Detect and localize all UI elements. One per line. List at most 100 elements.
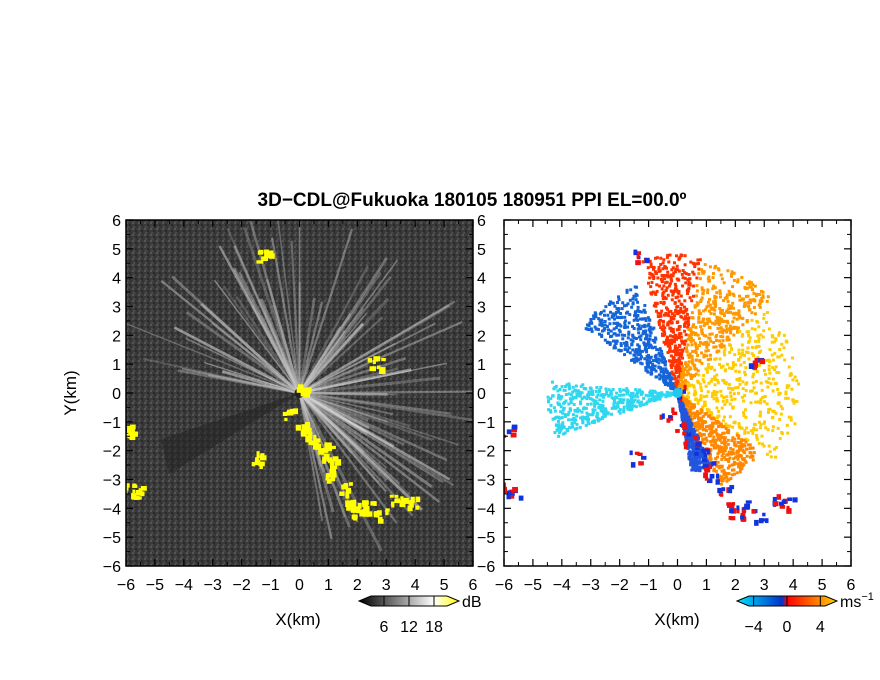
velocity-pixel bbox=[675, 335, 679, 339]
echo-pixel bbox=[256, 451, 260, 458]
velocity-pixel bbox=[766, 381, 770, 385]
velocity-echo-pixel bbox=[706, 449, 711, 455]
velocity-pixel bbox=[630, 358, 634, 362]
velocity-pixel bbox=[619, 312, 623, 316]
velocity-pixel bbox=[693, 389, 697, 393]
velocity-pixel bbox=[571, 390, 575, 394]
velocity-pixel bbox=[582, 417, 586, 421]
velocity-pixel bbox=[708, 353, 712, 357]
velocity-pixel bbox=[655, 309, 659, 313]
velocity-pixel bbox=[664, 395, 668, 399]
velocity-pixel bbox=[724, 324, 728, 328]
velocity-pixel bbox=[709, 339, 713, 343]
velocity-pixel bbox=[755, 435, 759, 439]
velocity-pixel bbox=[658, 269, 662, 273]
velocity-pixel bbox=[666, 321, 670, 325]
velocity-pixel bbox=[640, 362, 644, 366]
velocity-pixel bbox=[673, 282, 677, 286]
velocity-pixel bbox=[666, 341, 670, 345]
velocity-pixel bbox=[714, 446, 718, 450]
echo-pixel bbox=[258, 461, 265, 467]
velocity-pixel bbox=[763, 372, 767, 376]
velocity-pixel bbox=[608, 342, 612, 346]
blocked-sector bbox=[160, 393, 300, 474]
velocity-pixel bbox=[689, 411, 693, 415]
velocity-pixel bbox=[705, 345, 709, 349]
velocity-echo-pixel bbox=[511, 424, 518, 430]
velocity-pixel bbox=[692, 447, 696, 451]
velocity-pixel bbox=[696, 425, 700, 429]
velocity-pixel bbox=[717, 319, 721, 323]
velocity-pixel bbox=[662, 328, 666, 332]
velocity-pixel bbox=[610, 301, 614, 305]
velocity-pixel bbox=[686, 278, 690, 282]
velocity-pixel bbox=[589, 317, 593, 321]
velocity-pixel bbox=[692, 385, 696, 389]
velocity-pixel bbox=[635, 359, 639, 363]
velocity-pixel bbox=[567, 418, 571, 422]
x-tick-label: 2 bbox=[731, 577, 740, 594]
velocity-pixel bbox=[655, 256, 659, 260]
velocity-pixel bbox=[741, 448, 745, 452]
velocity-pixel bbox=[714, 428, 718, 432]
velocity-pixel bbox=[732, 306, 736, 310]
velocity-pixel bbox=[719, 273, 723, 277]
velocity-pixel bbox=[698, 417, 702, 421]
velocity-pixel bbox=[641, 324, 645, 328]
velocity-pixel bbox=[628, 393, 632, 397]
velocity-pixel bbox=[738, 329, 742, 333]
velocity-pixel bbox=[683, 342, 687, 346]
velocity-pixel bbox=[754, 379, 758, 383]
velocity-pixel bbox=[706, 304, 710, 308]
velocity-pixel bbox=[684, 414, 688, 418]
velocity-pixel bbox=[632, 336, 636, 340]
velocity-pixel bbox=[740, 275, 744, 279]
velocity-pixel bbox=[666, 253, 670, 257]
velocity-pixel bbox=[680, 418, 684, 422]
velocity-echo-pixel bbox=[752, 360, 759, 366]
velocity-pixel bbox=[746, 443, 750, 447]
velocity-pixel bbox=[597, 405, 601, 409]
velocity-pixel bbox=[700, 331, 704, 335]
velocity-pixel bbox=[677, 361, 681, 365]
velocity-pixel bbox=[634, 292, 638, 296]
velocity-pixel bbox=[623, 333, 627, 337]
velocity-pixel bbox=[700, 408, 704, 412]
velocity-pixel bbox=[633, 310, 637, 314]
velocity-pixel bbox=[593, 408, 597, 412]
velocity-pixel bbox=[775, 371, 779, 375]
velocity-pixel bbox=[653, 364, 657, 368]
velocity-pixel bbox=[578, 425, 582, 429]
velocity-pixel bbox=[735, 317, 739, 321]
velocity-pixel bbox=[690, 332, 694, 336]
velocity-pixel bbox=[747, 357, 751, 361]
velocity-pixel bbox=[711, 276, 715, 280]
velocity-pixel bbox=[718, 321, 722, 325]
velocity-pixel bbox=[697, 373, 701, 377]
echo-pixel bbox=[305, 435, 312, 443]
velocity-pixel bbox=[638, 352, 642, 356]
velocity-pixel bbox=[657, 361, 661, 365]
velocity-pixel bbox=[729, 326, 733, 330]
velocity-pixel bbox=[578, 400, 582, 404]
velocity-pixel bbox=[644, 336, 648, 340]
velocity-echo-pixel bbox=[695, 442, 702, 447]
velocity-pixel bbox=[791, 378, 795, 382]
velocity-pixel bbox=[618, 330, 622, 334]
velocity-echo-pixel bbox=[732, 502, 736, 506]
velocity-pixel bbox=[703, 341, 707, 345]
velocity-pixel bbox=[743, 393, 747, 397]
echo-pixel bbox=[339, 491, 345, 496]
velocity-echo-pixel bbox=[703, 467, 709, 471]
velocity-pixel bbox=[678, 354, 682, 358]
velocity-pixel bbox=[700, 288, 704, 292]
velocity-pixel bbox=[623, 323, 627, 327]
echo-pixel bbox=[372, 359, 376, 364]
velocity-pixel bbox=[710, 439, 714, 443]
velocity-pixel bbox=[716, 455, 720, 459]
echo-pixel bbox=[345, 500, 352, 508]
velocity-pixel bbox=[745, 426, 749, 430]
velocity-pixel bbox=[685, 429, 689, 433]
reflectivity-plot-area bbox=[126, 220, 473, 552]
velocity-pixel bbox=[707, 309, 711, 313]
